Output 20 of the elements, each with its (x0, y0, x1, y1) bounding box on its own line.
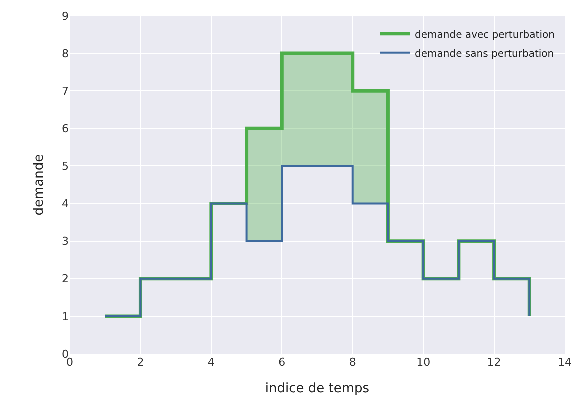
y-tick-label: 2 (62, 272, 69, 286)
legend-label: demande avec perturbation (415, 30, 555, 41)
y-tick-label: 4 (62, 198, 69, 211)
x-tick-label: 4 (208, 356, 215, 369)
y-tick-label: 5 (62, 160, 69, 174)
x-tick-label: 8 (349, 356, 356, 369)
y-tick-label: 3 (62, 235, 69, 248)
y-tick-label: 7 (62, 84, 69, 98)
y-tick-label: 1 (62, 310, 69, 324)
x-tick-label: 2 (137, 356, 144, 369)
x-axis-title: indice de temps (265, 382, 370, 397)
x-tick-label: 14 (558, 356, 572, 369)
y-tick-label: 8 (62, 47, 69, 60)
x-tick-label: 10 (416, 356, 431, 369)
y-tick-label: 9 (62, 10, 69, 23)
y-axis-title: demande (32, 154, 47, 216)
legend-label: demande sans perturbation (415, 48, 554, 60)
x-tick-label: 6 (278, 356, 286, 369)
x-tick-label: 12 (487, 356, 502, 369)
y-tick-label: 6 (62, 122, 69, 136)
